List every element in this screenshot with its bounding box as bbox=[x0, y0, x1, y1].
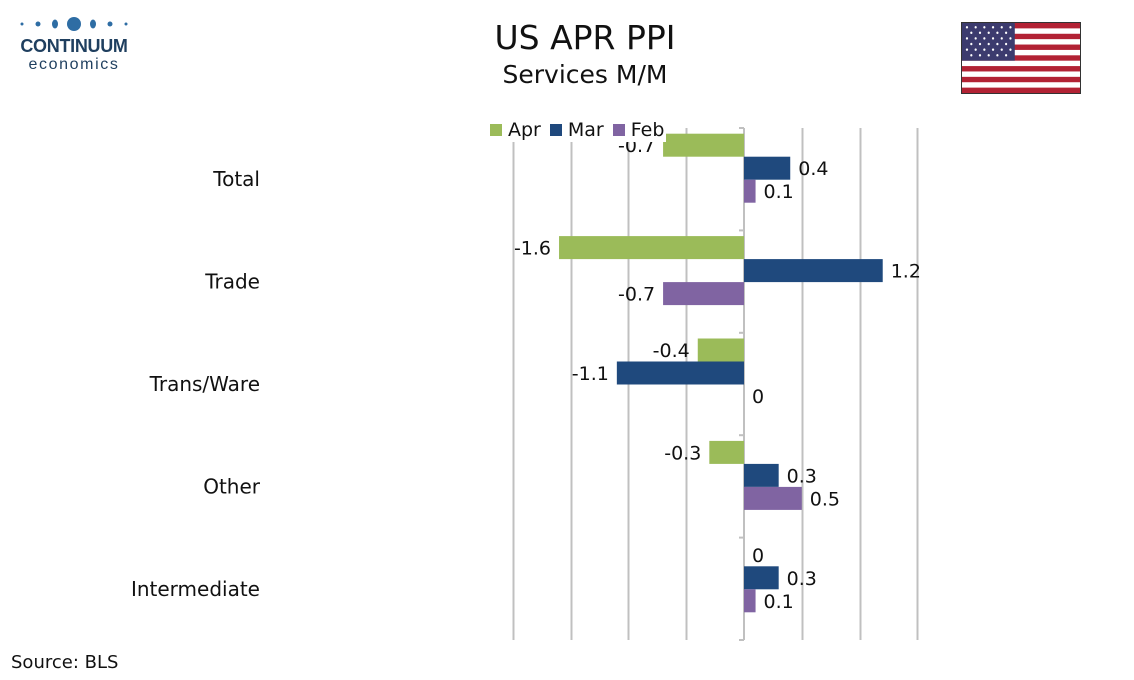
logo-dots-icon bbox=[20, 17, 128, 31]
legend-swatch-mar bbox=[549, 124, 562, 136]
legend-swatch-apr bbox=[490, 124, 502, 136]
bar bbox=[709, 440, 744, 464]
data-label: 0.3 bbox=[787, 465, 817, 487]
legend-item-apr: Apr bbox=[490, 119, 541, 141]
legend-label-feb: Feb bbox=[630, 119, 665, 141]
category-label: Trade bbox=[204, 270, 260, 294]
logo-subtitle: economics bbox=[28, 56, 120, 73]
source-note: Source: BLS bbox=[11, 652, 119, 673]
chart-subtitle: Services M/M bbox=[502, 60, 668, 89]
legend-swatch-feb bbox=[612, 124, 625, 136]
category-label: Other bbox=[203, 474, 261, 498]
us-flag-icon bbox=[961, 22, 1081, 94]
bar bbox=[559, 236, 744, 260]
bar bbox=[744, 486, 802, 510]
data-label: 0 bbox=[752, 545, 764, 567]
data-label: 0.5 bbox=[810, 488, 840, 510]
bar bbox=[744, 463, 779, 487]
bar bbox=[663, 133, 744, 157]
data-label: 0.3 bbox=[787, 568, 817, 590]
data-label: 0.1 bbox=[764, 591, 794, 613]
category-label: Trans/Ware bbox=[149, 372, 260, 396]
data-label: 0.1 bbox=[764, 181, 794, 203]
legend-item-feb: Feb bbox=[612, 119, 665, 141]
bar bbox=[744, 566, 779, 590]
data-label: 0.4 bbox=[798, 158, 828, 180]
chart-title: US APR PPI bbox=[494, 18, 676, 57]
chart-legend: Apr Mar Feb bbox=[488, 118, 667, 142]
legend-label-mar: Mar bbox=[567, 119, 604, 141]
legend-label-apr: Apr bbox=[508, 119, 541, 141]
data-label: -1.1 bbox=[572, 363, 609, 385]
data-label: 1.2 bbox=[891, 261, 921, 283]
category-label: Intermediate bbox=[131, 577, 260, 601]
bar bbox=[744, 179, 756, 203]
data-label: -1.6 bbox=[514, 238, 551, 260]
data-label: -0.4 bbox=[653, 340, 690, 362]
logo-name: CONTINUUM bbox=[20, 36, 128, 56]
bar bbox=[744, 156, 791, 180]
data-label: -0.7 bbox=[618, 284, 655, 306]
bar bbox=[663, 282, 744, 306]
data-label: 0 bbox=[752, 386, 764, 408]
bar bbox=[697, 338, 744, 362]
category-label: Total bbox=[212, 167, 260, 191]
bar bbox=[616, 361, 744, 385]
legend-item-mar: Mar bbox=[549, 119, 604, 141]
data-label: -0.3 bbox=[664, 442, 701, 464]
continuum-economics-logo: CONTINUUM economics bbox=[14, 14, 134, 76]
bar bbox=[744, 589, 756, 613]
bar bbox=[744, 259, 883, 283]
